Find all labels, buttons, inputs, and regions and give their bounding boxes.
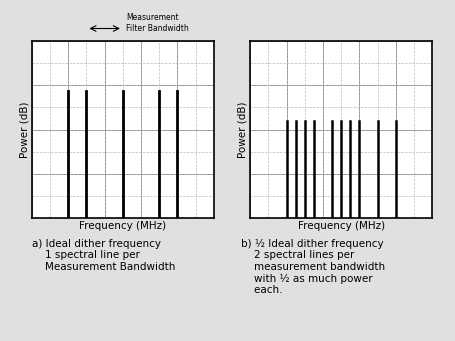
Text: b) ½ Ideal dither frequency
    2 spectral lines per
    measurement bandwidth
 : b) ½ Ideal dither frequency 2 spectral l… (241, 239, 385, 295)
X-axis label: Frequency (MHz): Frequency (MHz) (298, 221, 385, 231)
Text: a) Ideal dither frequency
    1 spectral line per
    Measurement Bandwidth: a) Ideal dither frequency 1 spectral lin… (32, 239, 175, 272)
Y-axis label: Power (dB): Power (dB) (19, 101, 29, 158)
X-axis label: Frequency (MHz): Frequency (MHz) (79, 221, 167, 231)
Y-axis label: Power (dB): Power (dB) (238, 101, 248, 158)
Text: Measurement
Filter Bandwidth: Measurement Filter Bandwidth (126, 14, 189, 33)
